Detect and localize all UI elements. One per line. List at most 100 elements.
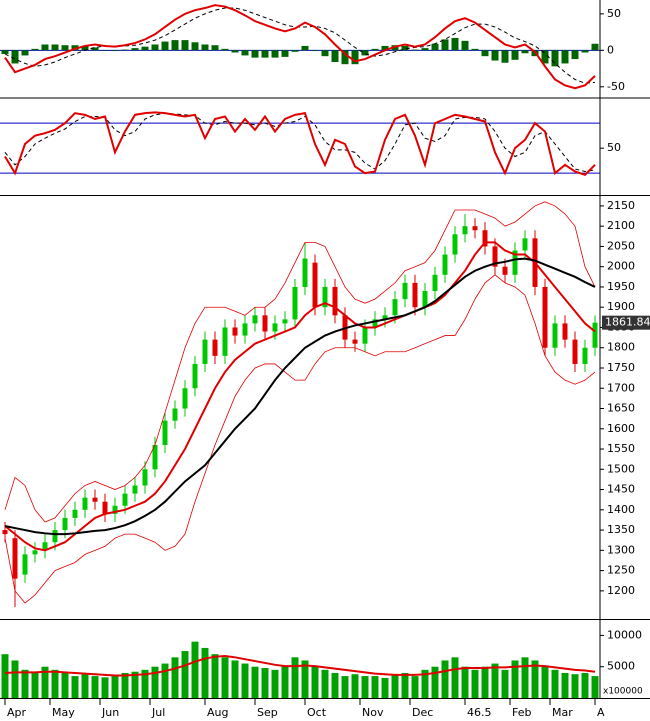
volume-bar [481,666,489,698]
histogram-bar [271,50,279,58]
histogram-bar [261,50,269,58]
candle-body [262,315,268,332]
volume-bar [331,672,339,698]
histogram-bar [91,47,99,51]
histogram-bar [491,50,499,61]
y-tick-label: 1450 [607,483,635,496]
candle-body [22,554,28,575]
volume-bar [191,641,199,698]
candle-body [132,485,138,494]
histogram-bar [121,49,129,51]
indicator-line [4,4,596,90]
histogram-bar [221,48,229,51]
y-tick-label: 1250 [607,564,635,577]
histogram-bar [201,44,209,51]
volume-bar [221,657,229,698]
histogram-bar [181,40,189,51]
candle-body [542,286,548,348]
volume-bar [151,666,159,698]
x-tick-label: Jul [151,706,165,719]
candle-body [282,319,288,324]
candle-body [372,319,378,328]
x-tick-label: A [597,706,605,719]
volume-bar [51,669,59,698]
histogram-bar [411,49,419,51]
y-tick-label: -50 [607,80,625,93]
y-tick-label: 50 [607,141,621,154]
volume-bar [381,677,389,698]
candle-body [12,538,18,579]
volume-bar [251,666,259,698]
candle-body [392,299,398,316]
last-price-label: 1861.84 [605,316,650,329]
histogram-bar [81,45,89,51]
volume-bar [401,672,409,698]
volume-bar [91,676,99,698]
x-tick-label: Mar [552,706,573,719]
volume-bar [561,672,569,698]
candle-body [482,230,488,247]
candle-body [502,266,508,275]
candle-body [52,530,58,543]
histogram-bar [461,40,469,51]
volume-bar [431,666,439,698]
histogram-bar [291,50,299,52]
candle-body [232,327,238,336]
candle-body [212,339,218,356]
volume-bar [71,676,79,698]
y-tick-label: 1750 [607,361,635,374]
candle-body [122,493,128,506]
x-tick-label: Nov [362,706,384,719]
histogram-bar [161,41,169,51]
histogram-bar [171,40,179,51]
volume-bar [491,663,499,698]
volume-bar [141,669,149,698]
candle-body [362,327,368,344]
x-tick-label: Apr [7,706,27,719]
candle-body [102,501,108,514]
x-tick-label: Dec [412,706,433,719]
volume-bar [571,674,579,698]
y-tick-label: 1600 [607,422,635,435]
volume-bar [441,660,449,698]
candle-body [422,291,428,308]
volume-bar [461,666,469,698]
histogram-bar [341,50,349,65]
candle-body [412,282,418,308]
indicator-line [4,201,596,523]
y-tick-label: 50 [607,7,621,20]
histogram-bar [231,50,239,53]
candle-body [322,286,328,308]
histogram-bar [431,43,439,51]
volume-bar [301,660,309,698]
y-tick-label: 10000 [607,628,642,641]
histogram-bar [451,37,459,51]
histogram-bar [251,50,259,58]
volume-bar [451,657,459,698]
histogram-bar [371,48,379,51]
volume-bar [31,672,39,698]
histogram-bar [101,50,109,51]
candle-body [352,339,358,344]
x-tick-label: 46.5 [467,706,492,719]
histogram-bar [421,48,429,51]
candle-body [172,408,178,421]
histogram-bar [41,44,49,51]
histogram-bar [21,50,29,56]
histogram-bar [591,43,599,51]
candle-body [72,509,78,518]
candle-body [272,323,278,332]
volume-bar [61,672,69,698]
histogram-bar [571,50,579,60]
candle-body [92,497,98,502]
candle-body [182,388,188,409]
indicator-line [4,274,596,604]
x-tick-label: Jun [101,706,119,719]
indicator-line [4,655,596,677]
candle-body [152,444,158,470]
indicator-line [4,111,596,176]
volume-bar [351,674,359,698]
histogram-bar [581,50,589,53]
volume-bar [551,669,559,698]
y-tick-label: 2000 [607,260,635,273]
